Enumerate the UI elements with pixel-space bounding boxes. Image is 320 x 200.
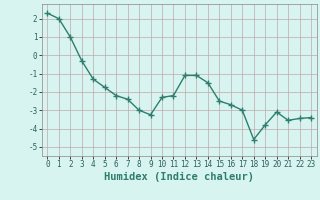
X-axis label: Humidex (Indice chaleur): Humidex (Indice chaleur): [104, 172, 254, 182]
